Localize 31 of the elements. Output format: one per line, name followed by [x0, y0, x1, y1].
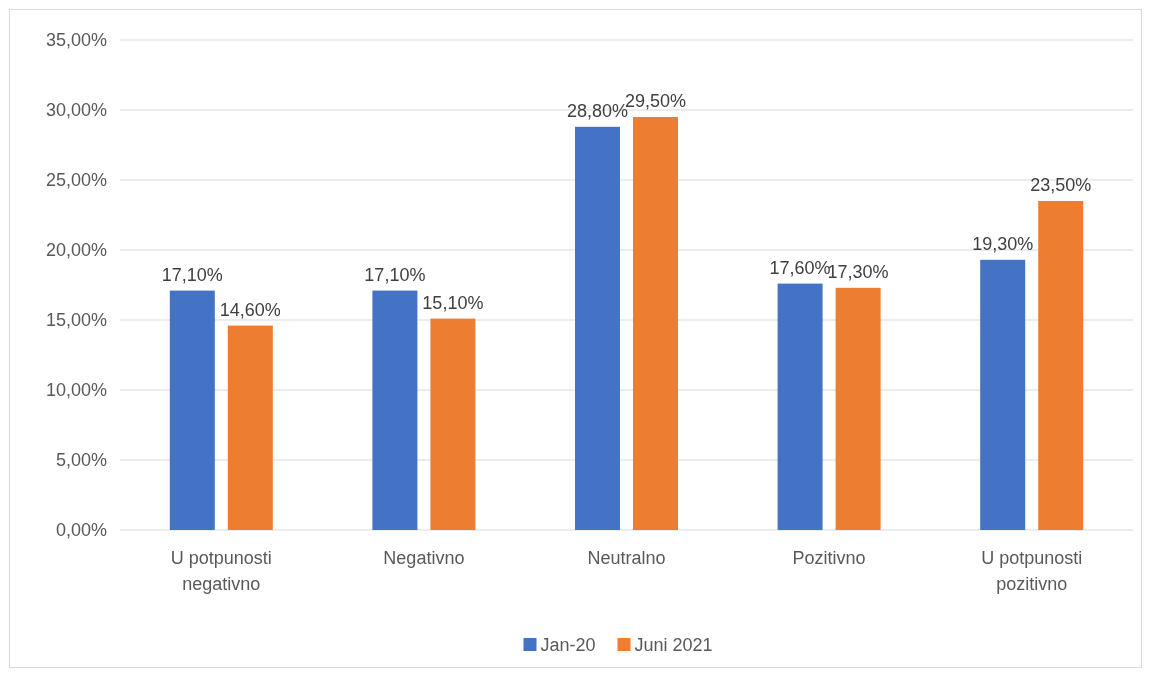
data-label: 14,60% [219, 299, 281, 320]
data-label: 17,10% [161, 264, 223, 285]
y-tick-label: 25,00% [45, 170, 107, 191]
bar [777, 283, 823, 530]
y-tick-label: 10,00% [45, 380, 107, 401]
y-tick-label: 20,00% [45, 240, 107, 261]
x-tick-label: Negativno [383, 548, 465, 568]
bar [1038, 201, 1084, 530]
x-tick-label: U potpunosti pozitivno [981, 548, 1083, 594]
bar [227, 325, 273, 530]
data-label: 17,10% [364, 264, 426, 285]
bar [575, 126, 620, 530]
x-tick-label: Pozitivno [792, 548, 866, 568]
y-tick-label: 35,00% [45, 30, 107, 51]
bar [430, 318, 476, 530]
y-tick-label: 5,00% [55, 450, 107, 471]
bar [169, 290, 215, 530]
bar [633, 117, 678, 530]
y-tick-label: 0,00% [55, 520, 107, 541]
x-tick-label: Neutralno [587, 548, 666, 568]
legend-label: Juni 2021 [634, 635, 713, 656]
x-tick-label: U potpunosti negativno [170, 548, 272, 594]
legend-label: Jan-20 [540, 635, 596, 656]
data-label: 23,50% [1030, 175, 1092, 195]
bar [980, 259, 1026, 530]
data-label: 15,10% [422, 292, 484, 313]
bar [835, 287, 881, 530]
bar [372, 290, 418, 530]
y-tick-label: 30,00% [45, 100, 107, 121]
y-tick-label: 15,00% [45, 310, 107, 331]
data-label: 19,30% [972, 233, 1034, 254]
